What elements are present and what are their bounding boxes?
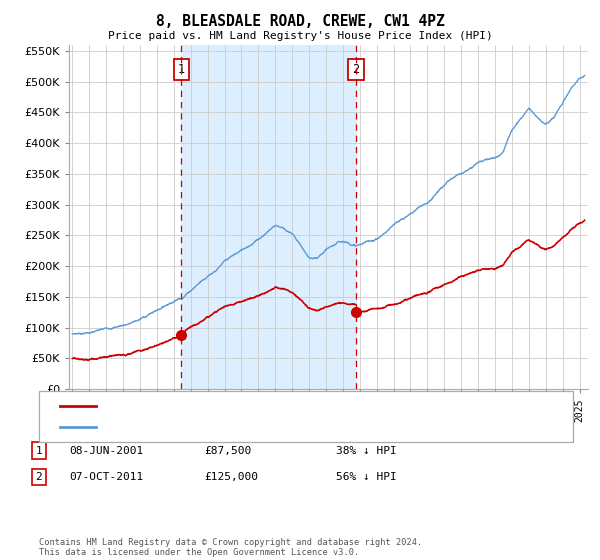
Text: Contains HM Land Registry data © Crown copyright and database right 2024.
This d: Contains HM Land Registry data © Crown c… [39, 538, 422, 557]
Text: 07-OCT-2011: 07-OCT-2011 [69, 472, 143, 482]
Text: 2: 2 [35, 472, 43, 482]
Text: 2: 2 [352, 63, 359, 76]
Text: 08-JUN-2001: 08-JUN-2001 [69, 446, 143, 456]
Bar [181, 45, 356, 389]
Text: 8, BLEASDALE ROAD, CREWE, CW1 4PZ (detached house): 8, BLEASDALE ROAD, CREWE, CW1 4PZ (detac… [102, 401, 415, 411]
Text: 8, BLEASDALE ROAD, CREWE, CW1 4PZ: 8, BLEASDALE ROAD, CREWE, CW1 4PZ [155, 14, 445, 29]
Text: 38% ↓ HPI: 38% ↓ HPI [336, 446, 397, 456]
Text: HPI: Average price, detached house, Cheshire East: HPI: Average price, detached house, Ches… [102, 422, 408, 432]
Text: Price paid vs. HM Land Registry's House Price Index (HPI): Price paid vs. HM Land Registry's House … [107, 31, 493, 41]
Text: £125,000: £125,000 [204, 472, 258, 482]
Text: £87,500: £87,500 [204, 446, 251, 456]
Text: 1: 1 [178, 63, 185, 76]
Text: 56% ↓ HPI: 56% ↓ HPI [336, 472, 397, 482]
Text: 1: 1 [35, 446, 43, 456]
